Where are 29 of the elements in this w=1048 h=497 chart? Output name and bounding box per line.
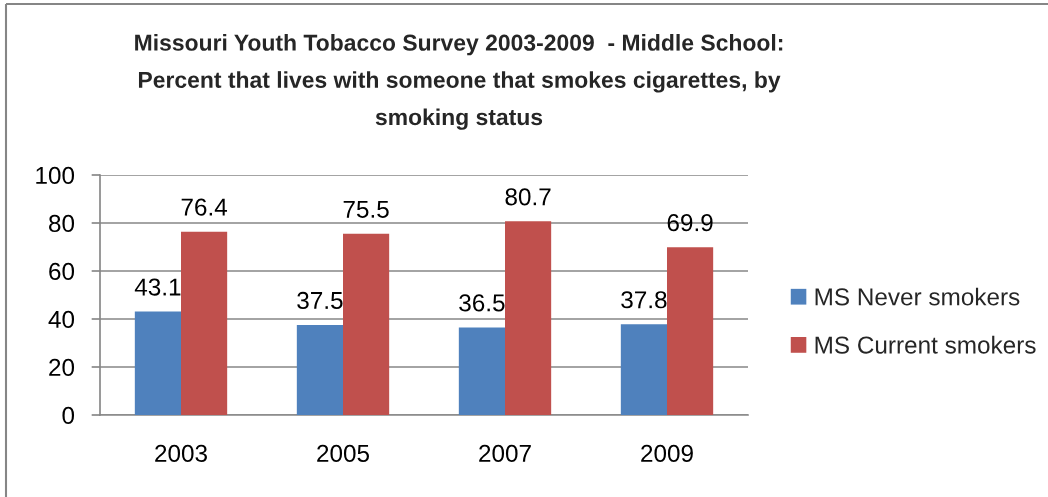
y-tick-label: 80 [49, 214, 75, 233]
data-label: 43.1 [134, 278, 181, 296]
bar [667, 247, 714, 415]
bar [458, 327, 505, 415]
data-label: 76.4 [181, 198, 228, 216]
y-tick-label: 60 [49, 262, 75, 281]
y-tick-label: 100 [36, 166, 75, 185]
x-tick-label: 2003 [155, 444, 207, 463]
bar [620, 324, 667, 415]
data-label: 69.9 [667, 214, 713, 232]
bar [296, 325, 343, 415]
y-tick-label: 20 [49, 358, 75, 377]
x-tick-label: 2007 [479, 444, 531, 463]
y-tick-label: 40 [48, 310, 75, 329]
data-label: 75.5 [343, 200, 389, 218]
chart-title: Missouri Youth Tobacco Survey 2003-2009 - Middle School: Percent that lives with someone that smokes cigarettes, by smoking status [135, 34, 783, 130]
x-tick-label: 2005 [317, 444, 370, 463]
x-tick-label: 2009 [641, 444, 693, 463]
data-label: 37.8 [621, 291, 667, 309]
bar [134, 311, 181, 415]
bar [505, 221, 552, 415]
y-tick-label: 0 [62, 406, 75, 425]
data-label: 80.7 [505, 188, 551, 206]
legend-label: MS Current smokers [815, 335, 1036, 354]
bar [181, 231, 228, 415]
data-label: 36.5 [459, 294, 505, 312]
legend-label: MS Never smokers [815, 287, 1020, 306]
data-label: 37.5 [297, 291, 343, 310]
bar [343, 233, 390, 415]
